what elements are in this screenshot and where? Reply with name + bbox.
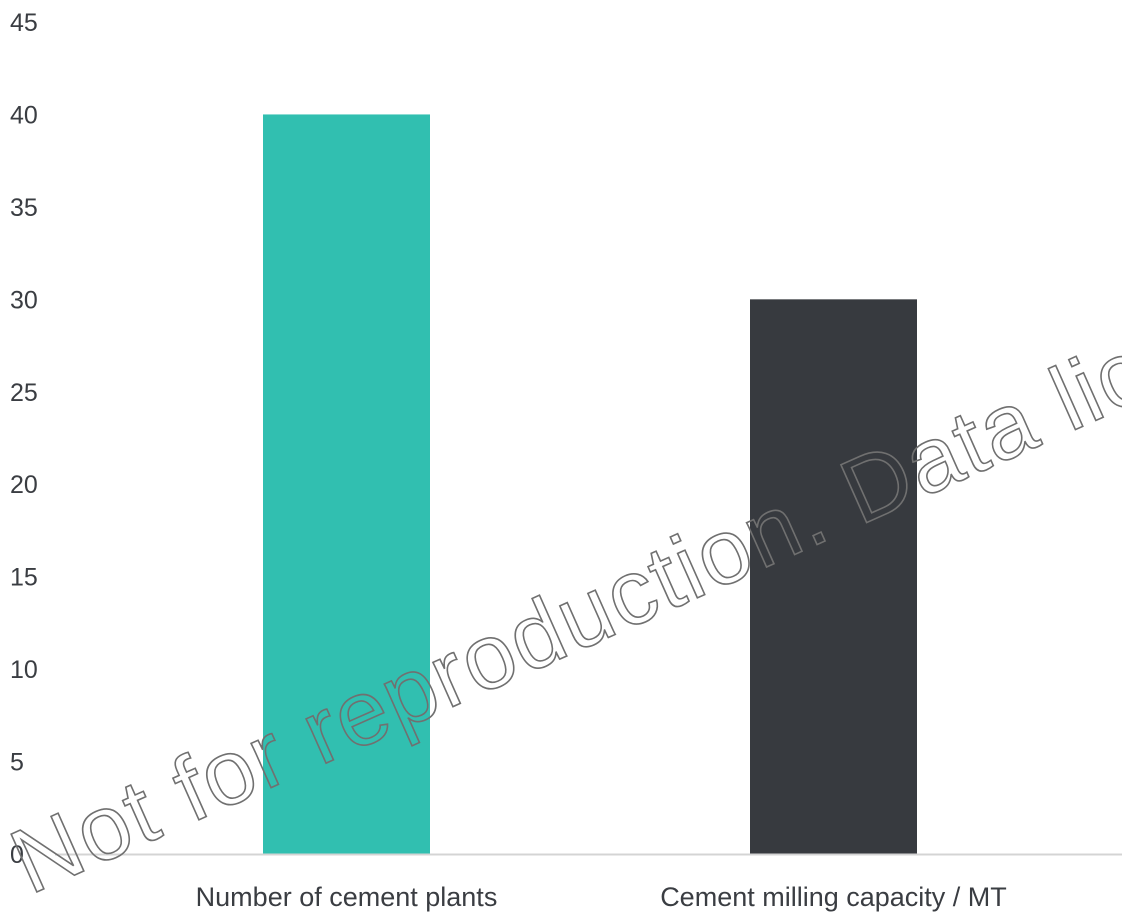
y-tick-label: 45 xyxy=(10,9,38,37)
y-tick-label: 35 xyxy=(10,194,38,222)
watermark-text: Not for reproduction. Data license requi… xyxy=(0,80,1122,913)
y-axis-ticks: 0 5 10 15 20 25 30 35 40 45 xyxy=(10,9,38,869)
y-tick-label: 0 xyxy=(10,841,24,869)
y-tick-label: 5 xyxy=(10,749,24,777)
bar xyxy=(263,114,430,854)
y-tick-label: 10 xyxy=(10,656,38,684)
y-tick-label: 20 xyxy=(10,471,38,499)
x-category-label: Cement milling capacity / MT xyxy=(660,882,1007,912)
bar xyxy=(750,299,917,854)
bars xyxy=(263,114,917,854)
y-tick-label: 25 xyxy=(10,379,38,407)
y-tick-label: 30 xyxy=(10,286,38,314)
y-tick-label: 15 xyxy=(10,564,38,592)
x-category-label: Number of cement plants xyxy=(196,882,498,912)
y-tick-label: 40 xyxy=(10,101,38,129)
x-axis-categories: Number of cement plants Cement milling ca… xyxy=(196,882,1007,912)
